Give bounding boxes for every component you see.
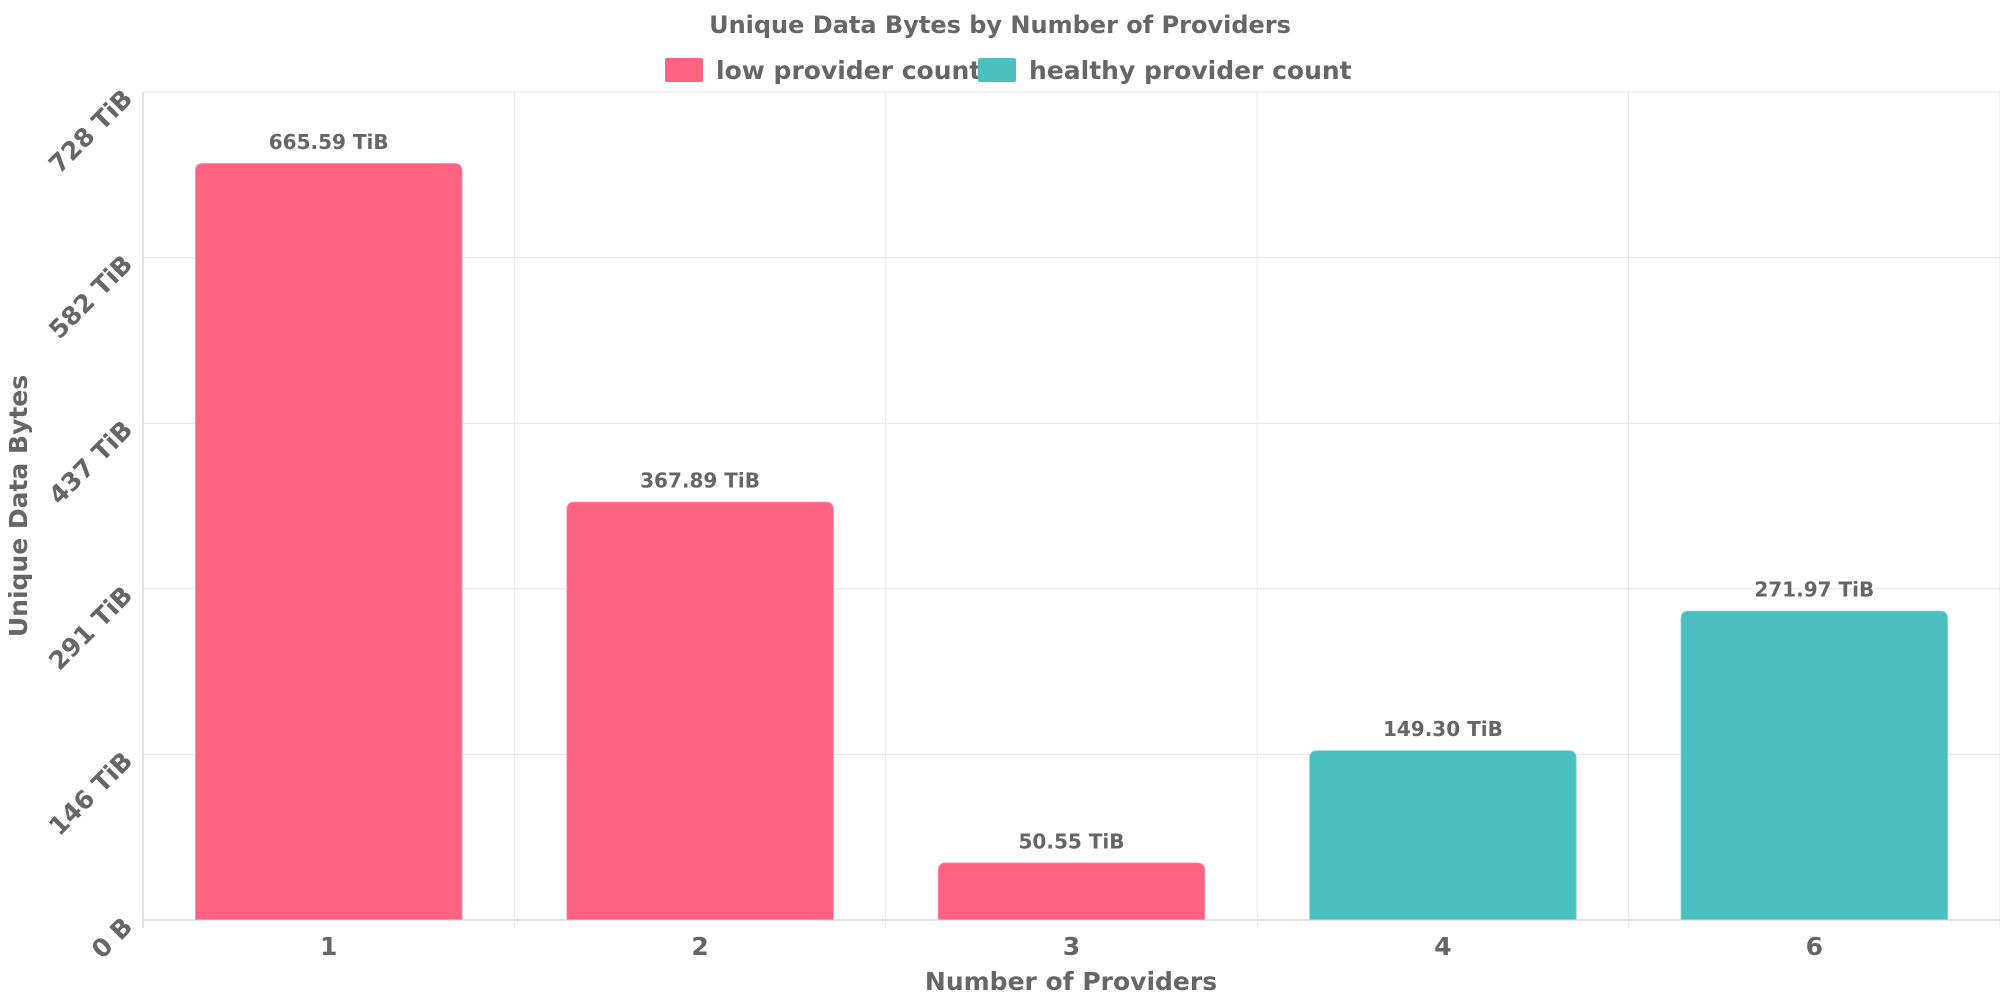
legend: low provider count healthy provider coun… (665, 56, 1352, 85)
x-tick-label: 2 (691, 932, 708, 961)
legend-label-low[interactable]: low provider count (716, 56, 981, 85)
bar-6[interactable] (1679, 609, 1949, 921)
y-axis-title: Unique Data Bytes (4, 375, 33, 637)
bar-3[interactable] (937, 861, 1206, 921)
data-labels: 665.59 TiB 367.89 TiB 50.55 TiB 149.30 TiB 2… (269, 130, 1874, 854)
bar-value-label-4: 149.30 TiB (1383, 717, 1503, 741)
y-tick-label: 582 TiB (43, 249, 138, 344)
x-tick-label: 4 (1434, 932, 1451, 961)
y-axis-ticks: 0 B 146 TiB 291 TiB 437 TiB 582 TiB 728 TiB (43, 84, 138, 964)
x-axis-ticks: 1 2 3 4 6 (320, 932, 1823, 961)
x-axis-title: Number of Providers (925, 967, 1217, 996)
legend-swatch-low[interactable] (665, 58, 703, 82)
bar-value-label-6: 271.97 TiB (1754, 578, 1874, 602)
bar-4[interactable] (1308, 749, 1578, 921)
y-tick-label: 728 TiB (43, 84, 138, 179)
bar-2[interactable] (565, 500, 835, 921)
x-tick-label: 6 (1806, 932, 1823, 961)
bar-value-label-3: 50.55 TiB (1019, 830, 1125, 854)
y-tick-label: 437 TiB (43, 415, 138, 510)
x-tick-label: 1 (320, 932, 337, 961)
y-tick-label: 291 TiB (43, 581, 138, 676)
bar-series (194, 162, 1949, 921)
bar-value-label-2: 367.89 TiB (640, 469, 760, 493)
chart-title: Unique Data Bytes by Number of Providers (709, 11, 1291, 39)
bar-1[interactable] (194, 162, 464, 921)
legend-swatch-healthy[interactable] (978, 58, 1016, 82)
x-tick-label: 3 (1063, 932, 1080, 961)
y-tick-label: 146 TiB (43, 746, 138, 841)
legend-label-healthy[interactable]: healthy provider count (1029, 56, 1352, 85)
bar-value-label-1: 665.59 TiB (269, 130, 389, 154)
y-tick-label: 0 B (86, 912, 138, 964)
